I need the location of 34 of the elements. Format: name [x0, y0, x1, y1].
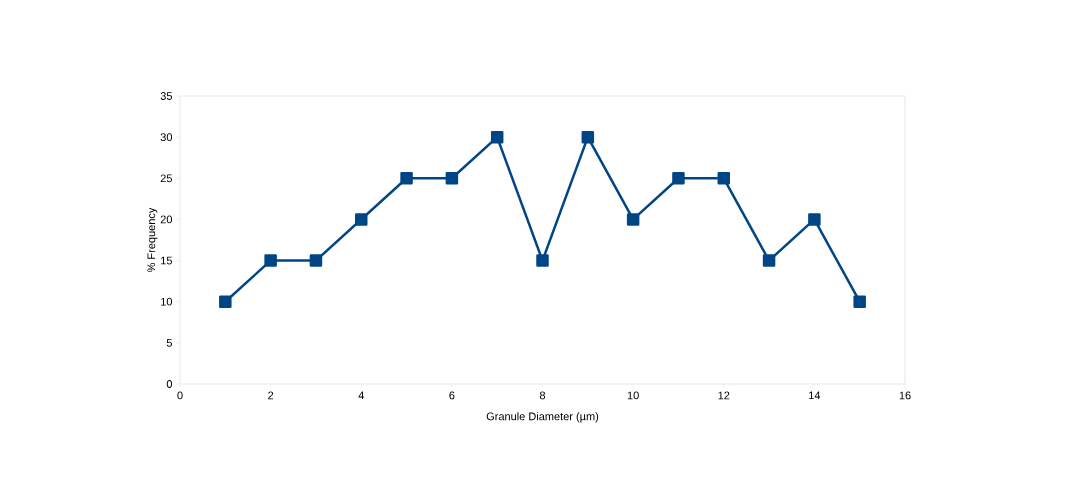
point — [536, 254, 549, 267]
x-tick-label: 6 — [449, 391, 455, 400]
y-tick-label: 15 — [161, 256, 172, 265]
y-tick-label: 5 — [166, 339, 172, 347]
point — [672, 172, 685, 185]
x-tick-label: 12 — [718, 391, 730, 400]
x-tick-label: 0 — [177, 391, 183, 400]
y-axis-title: % Frequency — [147, 207, 158, 273]
point — [264, 254, 277, 267]
x-tick-label: 8 — [539, 391, 546, 400]
point — [808, 213, 821, 226]
y-tick-label: 20 — [160, 215, 173, 224]
y-tick-label: 10 — [161, 297, 173, 306]
point — [490, 130, 504, 144]
y-tick-label: 25 — [160, 174, 172, 183]
point — [762, 254, 776, 267]
point — [626, 213, 640, 226]
point — [219, 295, 232, 308]
point — [581, 130, 595, 144]
point — [400, 172, 413, 185]
y-tick-label: 0 — [166, 380, 173, 388]
point — [717, 172, 731, 185]
x-tick-label: 14 — [809, 391, 821, 400]
x-tick-label: 16 — [899, 391, 911, 400]
y-tick-label: 35 — [160, 92, 172, 100]
point — [309, 254, 323, 267]
point — [355, 213, 368, 226]
x-tick-label: 10 — [627, 391, 639, 400]
y-tick-label: 30 — [160, 133, 173, 142]
x-tick-label: 2 — [268, 391, 274, 400]
point — [445, 172, 459, 185]
x-axis-title: Granule Diameter (µm) — [486, 412, 599, 423]
point — [853, 295, 866, 308]
x-tick-label: 4 — [358, 391, 364, 400]
